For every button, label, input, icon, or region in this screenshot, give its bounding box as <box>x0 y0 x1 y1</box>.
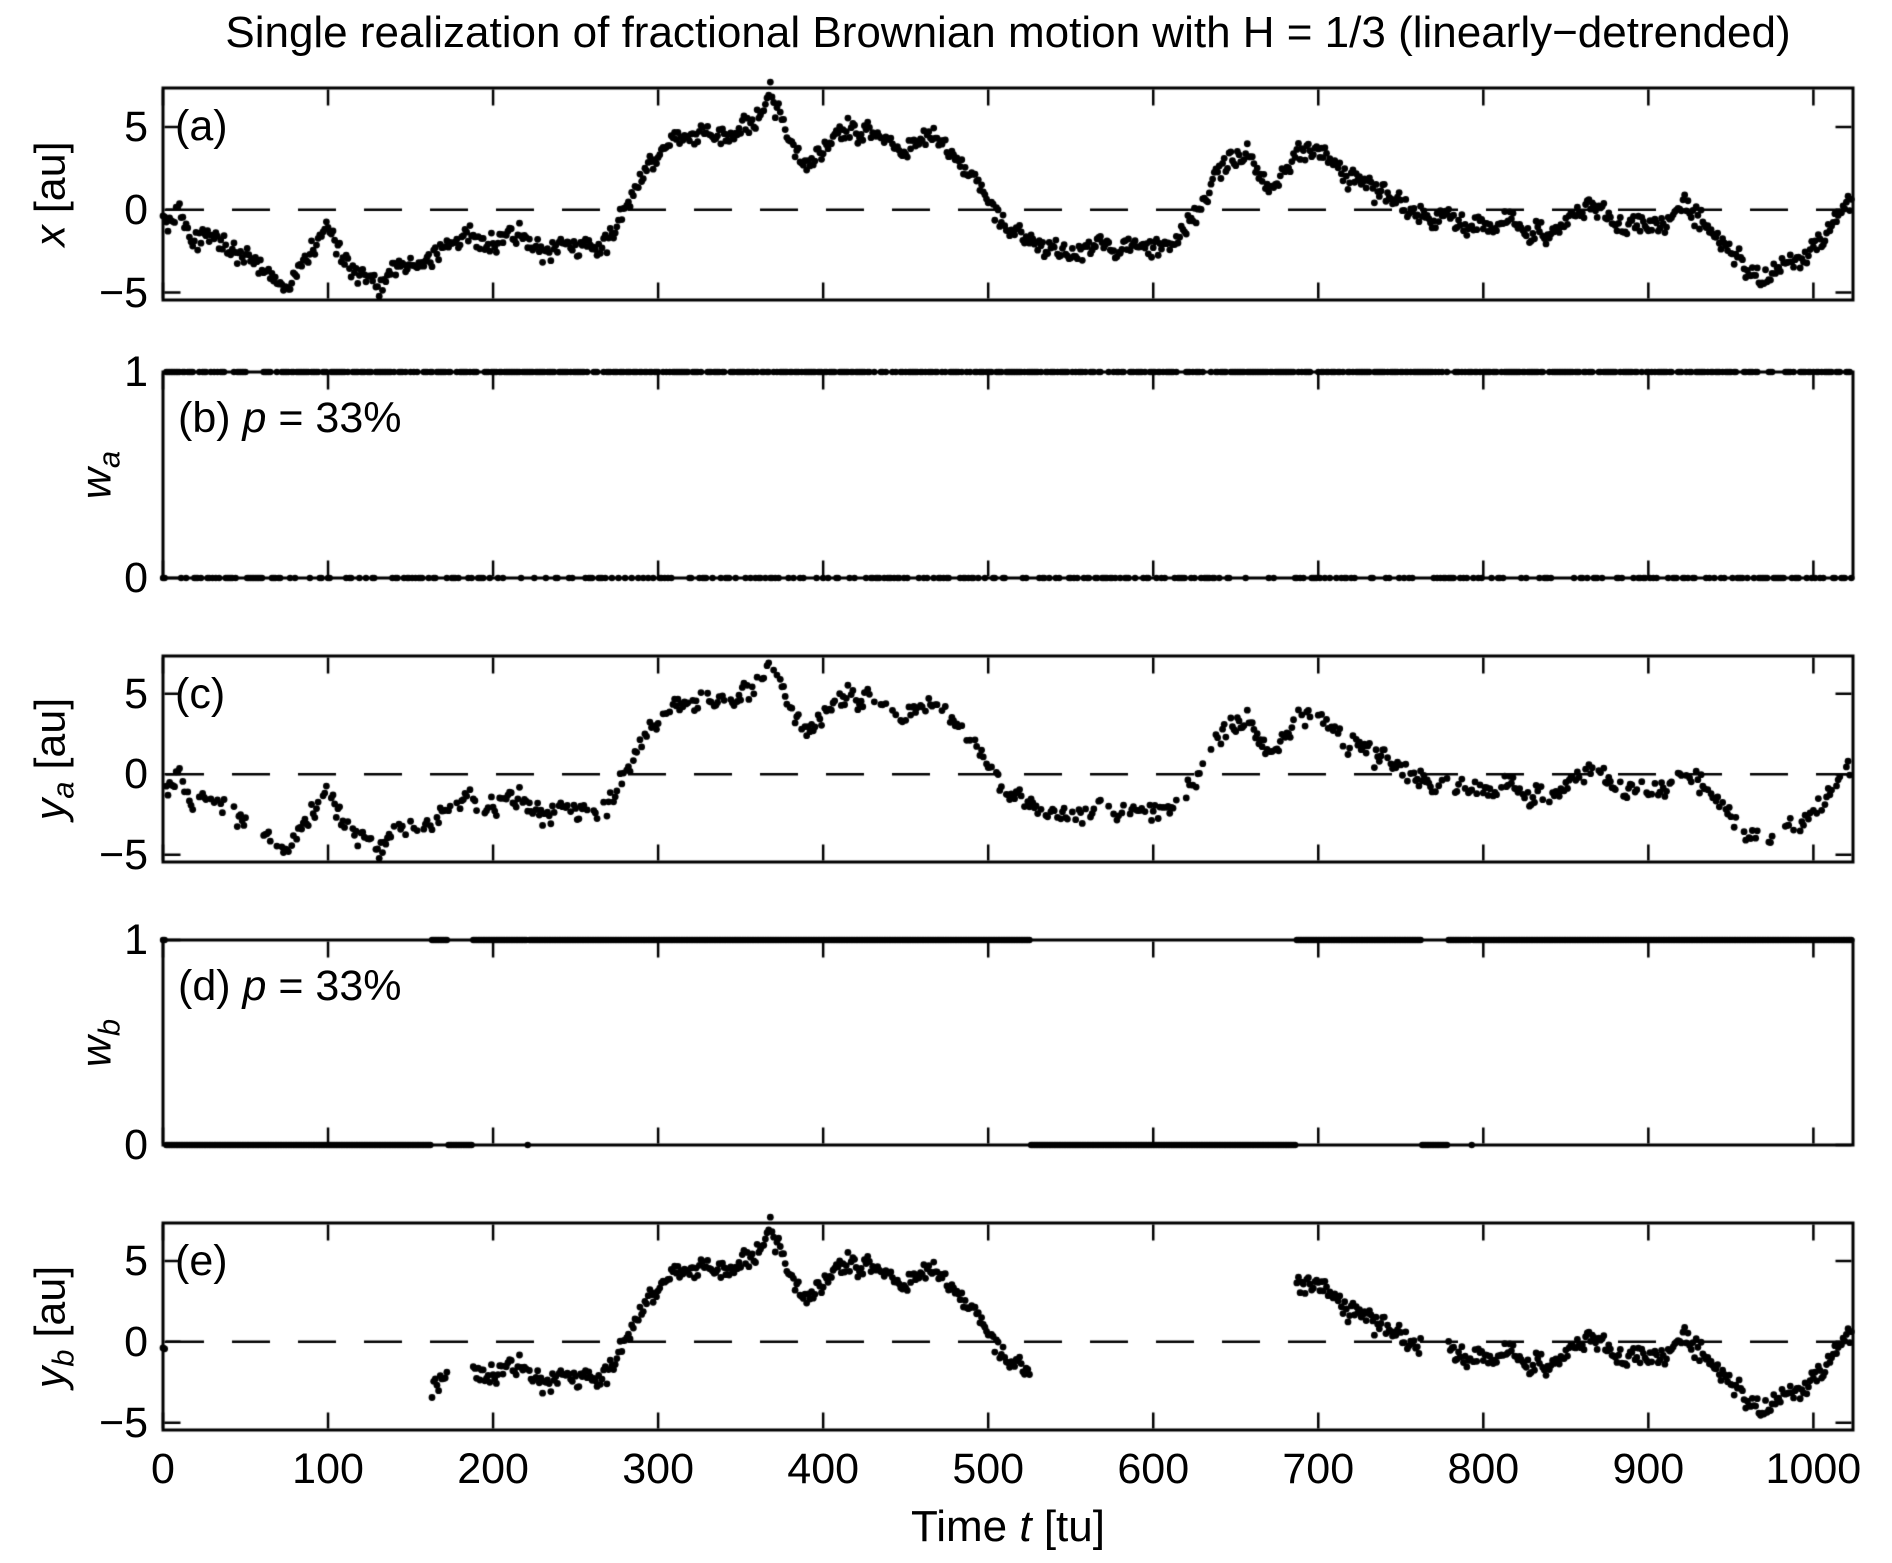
x-tick-label: 500 <box>952 1445 1025 1493</box>
x-tick-label: 600 <box>1117 1445 1190 1493</box>
x-tick-label: 200 <box>457 1445 529 1493</box>
panel-b-ytick-label: 1 <box>124 348 148 396</box>
panel-c-scatter-plot <box>137 630 1879 888</box>
panel-b-ylabel: wa <box>72 450 127 500</box>
panel-c-ytick-label: 5 <box>124 669 148 718</box>
x-tick-label: 0 <box>151 1445 175 1493</box>
panel-a-ytick-label: 5 <box>124 102 148 151</box>
x-tick-label: 400 <box>787 1445 860 1493</box>
panel-e-ytick-label: −5 <box>98 1398 148 1447</box>
panel-e-annotation: (e) <box>175 1237 228 1285</box>
panel-e-scatter-plot <box>137 1197 1879 1456</box>
x-axis-label: Time t [tu] <box>911 1502 1105 1551</box>
x-tick-label: 900 <box>1612 1445 1685 1493</box>
x-tick-label: 100 <box>292 1445 364 1493</box>
panel-d-ytick-label: 0 <box>124 1121 148 1169</box>
panel-d-ylabel: wb <box>72 1018 127 1067</box>
panel-d-mask-plot <box>137 914 1879 1171</box>
panel-e-ytick-label: 5 <box>124 1237 148 1285</box>
x-tick-label: 700 <box>1282 1445 1355 1493</box>
panel-c-ytick-label: 0 <box>124 750 148 799</box>
panel-b-mask-plot <box>137 346 1879 604</box>
panel-c-annotation: (c) <box>175 670 226 718</box>
x-tick-label: 300 <box>622 1445 694 1493</box>
figure-title: Single realization of fractional Brownia… <box>225 8 1791 57</box>
panel-a-annotation: (a) <box>175 102 228 150</box>
x-tick-label: 800 <box>1447 1445 1520 1493</box>
panel-d-ytick-label: 1 <box>124 916 148 964</box>
panel-b-ytick-label: 0 <box>124 554 148 602</box>
panel-e-ytick-label: 0 <box>124 1317 148 1366</box>
panel-a-scatter-plot <box>137 62 1879 326</box>
panel-c-ytick-label: −5 <box>98 830 148 879</box>
panel-a-ytick-label: 0 <box>124 185 148 234</box>
x-tick-label: 1000 <box>1765 1445 1862 1493</box>
panel-b-annotation: (b) p = 33% <box>178 394 402 442</box>
panel-a-ytick-label: −5 <box>98 268 148 317</box>
panel-d-annotation: (d) p = 33% <box>178 962 402 1010</box>
